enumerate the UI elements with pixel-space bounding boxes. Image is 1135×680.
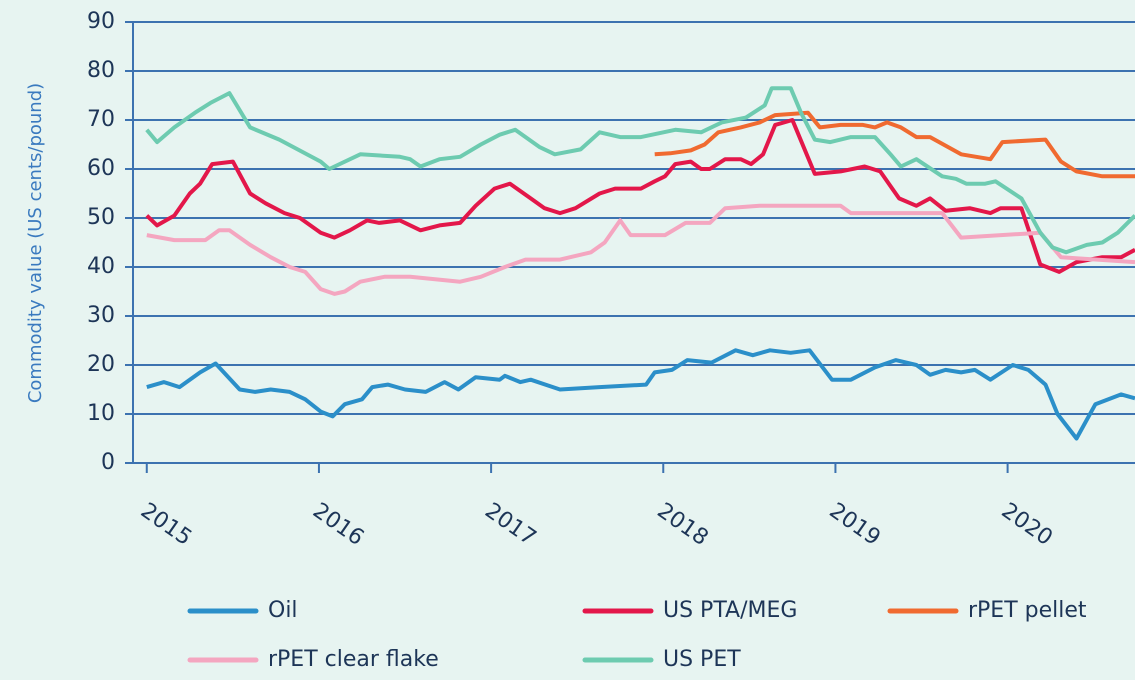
series-line: [146, 348, 1135, 441]
y-tick-label: 0: [101, 450, 115, 475]
legend-label: rPET clear flake: [268, 647, 439, 672]
y-tick-label: 10: [87, 401, 115, 426]
y-tick-label: 90: [87, 9, 115, 34]
y-axis-label: Commodity value (US cents/pound): [25, 83, 46, 403]
y-tick-label: 80: [87, 58, 115, 83]
y-tick-label: 40: [87, 254, 115, 279]
series-line: [145, 86, 1135, 255]
series-line: [145, 118, 1135, 274]
legend-label: rPET pellet: [968, 598, 1087, 623]
y-tick-label: 20: [87, 352, 115, 377]
series-line: [146, 203, 1135, 296]
y-tick-label: 60: [87, 156, 115, 181]
y-tick-label: 30: [87, 303, 115, 328]
legend-label: Oil: [268, 598, 298, 623]
y-tick-label: 50: [87, 205, 115, 230]
y-tick-label: 70: [87, 107, 115, 132]
legend-label: US PTA/MEG: [663, 598, 797, 623]
legend-label: US PET: [663, 647, 741, 672]
series-line: [654, 110, 1135, 179]
